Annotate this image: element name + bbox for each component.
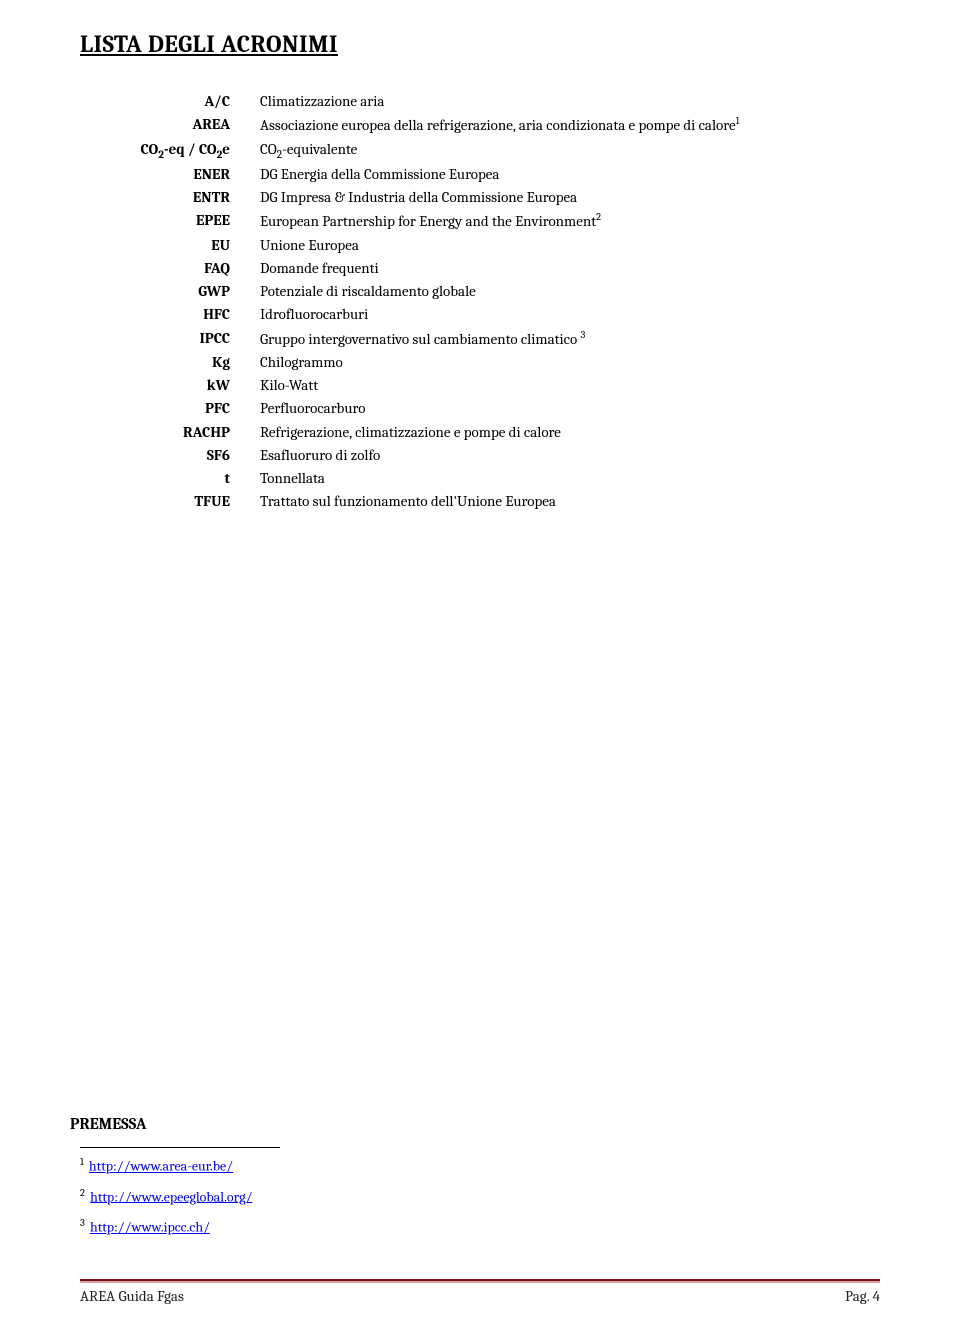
acronym-row: kWKilo-Watt bbox=[130, 374, 739, 397]
acronym-term: ENER bbox=[130, 163, 260, 186]
acronym-row: IPCCGruppo intergovernativo sul cambiame… bbox=[130, 327, 739, 351]
acronym-row: PFCPerfluorocarburo bbox=[130, 397, 739, 420]
acronym-row: Kg Chilogrammo bbox=[130, 351, 739, 374]
acronym-definition: Gruppo intergovernativo sul cambiamento … bbox=[260, 327, 739, 351]
acronym-definition: Perfluorocarburo bbox=[260, 397, 739, 420]
acronym-row: SF6Esafluoruro di zolfo bbox=[130, 444, 739, 467]
acronym-term: HFC bbox=[130, 303, 260, 326]
acronym-definition: Associazione europea della refrigerazion… bbox=[260, 113, 739, 137]
acronym-term: GWP bbox=[130, 280, 260, 303]
footnote-link[interactable]: http://www.ipcc.ch/ bbox=[90, 1219, 210, 1236]
acronym-term: EU bbox=[130, 234, 260, 257]
acronym-definition: Potenziale di riscaldamento globale bbox=[260, 280, 739, 303]
acronym-definition: Refrigerazione, climatizzazione e pompe … bbox=[260, 421, 739, 444]
acronym-row: tTonnellata bbox=[130, 467, 739, 490]
footnote-number: 3 bbox=[80, 1217, 85, 1229]
acronym-definition: Chilogrammo bbox=[260, 351, 739, 374]
premessa-heading: PREMESSA bbox=[70, 1115, 146, 1133]
acronym-definition: Idrofluorocarburi bbox=[260, 303, 739, 326]
acronym-definition: European Partnership for Energy and the … bbox=[260, 209, 739, 233]
acronym-row: ENERDG Energia della Commissione Europea bbox=[130, 163, 739, 186]
footnotes-block: 1 http://www.area-eur.be/2 http://www.ep… bbox=[80, 1147, 280, 1248]
acronym-row: AREAAssociazione europea della refrigera… bbox=[130, 113, 739, 137]
acronym-term: TFUE bbox=[130, 490, 260, 513]
page-footer: AREA Guida Fgas Pag. 4 bbox=[80, 1279, 880, 1305]
acronym-row: EUUnione Europea bbox=[130, 234, 739, 257]
acronym-definition: Esafluoruro di zolfo bbox=[260, 444, 739, 467]
acronym-term: ENTR bbox=[130, 186, 260, 209]
acronym-definition: Tonnellata bbox=[260, 467, 739, 490]
acronym-row: ENTRDG Impresa & Industria della Commiss… bbox=[130, 186, 739, 209]
acronym-term: CO2-eq / CO2e bbox=[130, 138, 260, 163]
acronym-row: CO2-eq / CO2eCO2-equivalente bbox=[130, 138, 739, 163]
footer-left: AREA Guida Fgas bbox=[80, 1287, 184, 1305]
footnote: 2 http://www.epeeglobal.org/ bbox=[80, 1187, 280, 1206]
acronym-row: TFUETrattato sul funzionamento dell'Unio… bbox=[130, 490, 739, 513]
acronym-definition: CO2-equivalente bbox=[260, 138, 739, 163]
acronym-definition: Unione Europea bbox=[260, 234, 739, 257]
acronym-term: RACHP bbox=[130, 421, 260, 444]
acronym-list: A/CClimatizzazione ariaAREAAssociazione … bbox=[130, 90, 880, 514]
acronym-row: RACHPRefrigerazione, climatizzazione e p… bbox=[130, 421, 739, 444]
acronym-row: EPEEEuropean Partnership for Energy and … bbox=[130, 209, 739, 233]
acronym-definition: DG Impresa & Industria della Commissione… bbox=[260, 186, 739, 209]
acronym-row: GWPPotenziale di riscaldamento globale bbox=[130, 280, 739, 303]
acronym-term: IPCC bbox=[130, 327, 260, 351]
footnote-separator bbox=[80, 1147, 280, 1148]
acronym-term: AREA bbox=[130, 113, 260, 137]
footnote-link[interactable]: http://www.epeeglobal.org/ bbox=[90, 1188, 252, 1205]
footnote-number: 2 bbox=[80, 1187, 85, 1199]
acronym-definition: Climatizzazione aria bbox=[260, 90, 739, 113]
acronym-definition: Domande frequenti bbox=[260, 257, 739, 280]
acronym-row: FAQDomande frequenti bbox=[130, 257, 739, 280]
acronym-term: kW bbox=[130, 374, 260, 397]
acronym-row: A/CClimatizzazione aria bbox=[130, 90, 739, 113]
footnote-link[interactable]: http://www.area-eur.be/ bbox=[89, 1158, 233, 1175]
acronym-term: SF6 bbox=[130, 444, 260, 467]
page-title: LISTA DEGLI ACRONIMI bbox=[80, 30, 880, 58]
acronym-definition: DG Energia della Commissione Europea bbox=[260, 163, 739, 186]
acronym-term: FAQ bbox=[130, 257, 260, 280]
footnote: 3 http://www.ipcc.ch/ bbox=[80, 1217, 280, 1236]
footer-right: Pag. 4 bbox=[845, 1287, 880, 1305]
acronym-term: t bbox=[130, 467, 260, 490]
acronym-term: PFC bbox=[130, 397, 260, 420]
footnote-number: 1 bbox=[80, 1156, 84, 1168]
acronym-definition: Kilo-Watt bbox=[260, 374, 739, 397]
acronym-term: EPEE bbox=[130, 209, 260, 233]
acronym-row: HFCIdrofluorocarburi bbox=[130, 303, 739, 326]
acronym-definition: Trattato sul funzionamento dell'Unione E… bbox=[260, 490, 739, 513]
footnote: 1 http://www.area-eur.be/ bbox=[80, 1156, 280, 1175]
footer-rule bbox=[80, 1279, 880, 1283]
acronym-term: Kg bbox=[130, 351, 260, 374]
acronym-term: A/C bbox=[130, 90, 260, 113]
